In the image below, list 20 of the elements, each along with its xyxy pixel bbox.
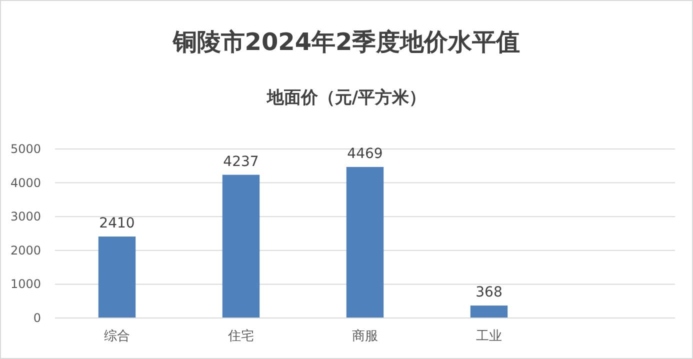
data-label: 368 <box>476 284 502 301</box>
data-label: 4237 <box>223 154 259 170</box>
y-tick-label: 3000 <box>10 210 41 224</box>
y-tick-label: 4000 <box>10 176 41 190</box>
y-tick-label: 2000 <box>10 243 41 258</box>
x-tick-label: 住宅 <box>227 328 254 344</box>
chart-subtitle: 地面价（元/平方米） <box>266 88 426 108</box>
y-tick-label: 1000 <box>10 277 41 292</box>
bar <box>222 174 260 318</box>
x-tick-label: 工业 <box>476 329 502 344</box>
data-label: 2410 <box>99 216 135 232</box>
bar <box>470 306 508 318</box>
data-label: 4469 <box>347 146 383 162</box>
y-tick-label: 0 <box>33 311 41 325</box>
x-tick-label: 综合 <box>104 329 130 344</box>
y-tick-label: 5000 <box>10 142 41 156</box>
chart-title: 铜陵市2024年2季度地价水平值 <box>172 28 520 56</box>
bar <box>98 236 136 318</box>
x-tick-label: 商服 <box>352 329 378 344</box>
bar <box>346 166 384 318</box>
